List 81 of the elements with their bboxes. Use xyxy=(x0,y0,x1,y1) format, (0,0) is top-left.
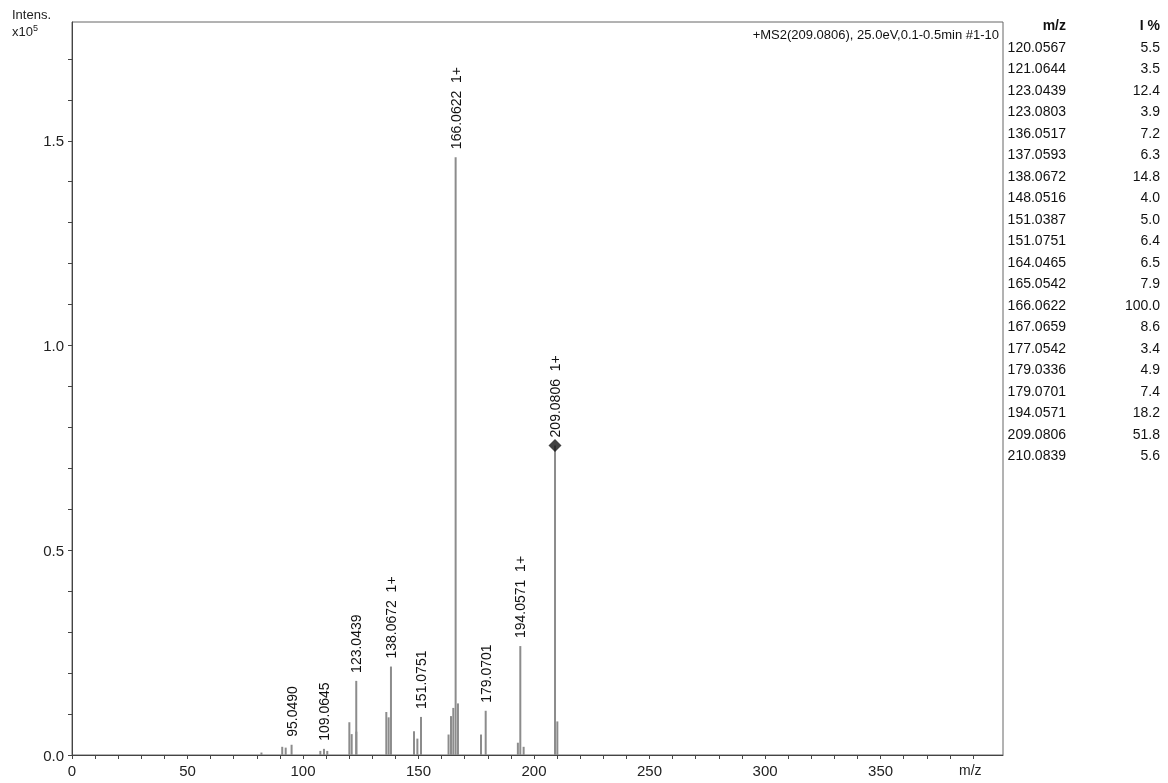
text: 123.0439 xyxy=(1007,81,1067,98)
x-tick-label: 100 xyxy=(290,762,316,779)
text: 179.0701 xyxy=(1007,382,1067,399)
annotation: 209.0806 1+ xyxy=(547,355,564,438)
text: 14.8 xyxy=(1132,167,1161,184)
annotation: 194.0571 1+ xyxy=(512,555,529,639)
text: 4.0 xyxy=(1140,189,1161,205)
bar xyxy=(522,746,525,755)
text: 6.3 xyxy=(1140,146,1161,162)
y-tick-label: 1.5 xyxy=(43,132,64,150)
text: 4.9 xyxy=(1140,361,1161,377)
bar xyxy=(281,746,284,755)
bar xyxy=(389,666,392,755)
x-tick-label: 300 xyxy=(752,762,778,779)
text: 194.0571 xyxy=(1007,404,1067,420)
text: 3.5 xyxy=(1140,60,1161,76)
text: 7.9 xyxy=(1140,275,1161,291)
bar xyxy=(454,157,457,755)
annotation: 123.0439 xyxy=(348,614,365,673)
text: 167.0659 xyxy=(1007,318,1067,334)
bar xyxy=(480,734,483,755)
text: I % xyxy=(1139,17,1161,33)
bar xyxy=(319,750,322,755)
text: 137.0593 xyxy=(1007,146,1067,162)
bar xyxy=(290,744,293,755)
annotation: 109.0645 xyxy=(315,682,332,741)
text: 5.5 xyxy=(1140,38,1161,55)
text: 210.0839 xyxy=(1007,447,1067,463)
annotation: 166.0622 1+ xyxy=(447,66,464,150)
text: 6.5 xyxy=(1140,253,1161,270)
annotation: 95.0490 xyxy=(283,685,300,737)
x-tick-label: 350 xyxy=(868,762,894,779)
text: 51.8 xyxy=(1132,425,1161,442)
x-axis-title: m/z xyxy=(959,762,982,778)
x-tick-label: 50 xyxy=(179,762,196,779)
y-tick-label: 0.0 xyxy=(43,746,64,764)
bar xyxy=(484,710,487,755)
text: 177.0542 xyxy=(1007,339,1067,356)
text: 7.2 xyxy=(1140,124,1161,141)
text: 148.0516 xyxy=(1007,189,1067,205)
bar xyxy=(348,722,351,755)
x-tick-label: 0 xyxy=(67,762,77,779)
text: 3.9 xyxy=(1140,103,1161,119)
annotation: 138.0672 1+ xyxy=(382,576,399,659)
text: 5.6 xyxy=(1140,447,1161,463)
x-tick-label: 150 xyxy=(406,762,432,779)
bar xyxy=(326,750,329,755)
text: 6.4 xyxy=(1140,232,1161,248)
text: 18.2 xyxy=(1132,404,1161,420)
text: 136.0517 xyxy=(1007,124,1067,141)
text: 7.4 xyxy=(1140,382,1161,399)
text: 179.0336 xyxy=(1007,361,1067,377)
bar xyxy=(385,712,388,755)
text: 151.0751 xyxy=(1007,232,1067,248)
text: 120.0567 xyxy=(1007,38,1067,55)
annotation: 179.0701 xyxy=(477,644,494,703)
bar xyxy=(284,747,287,755)
text: 164.0465 xyxy=(1007,253,1067,270)
text: 5.0 xyxy=(1140,210,1161,227)
text: 8.6 xyxy=(1140,318,1161,334)
text: 138.0672 xyxy=(1007,167,1067,184)
y-tick-label: 1.0 xyxy=(43,337,64,354)
bar xyxy=(519,646,522,755)
text: 12.4 xyxy=(1132,81,1161,98)
text: 121.0644 xyxy=(1007,60,1067,76)
text: 165.0542 xyxy=(1007,275,1067,291)
annotation: 151.0751 xyxy=(413,650,430,709)
x-tick-label: 200 xyxy=(521,762,547,779)
bar xyxy=(413,731,416,755)
y-tick-label: 0.5 xyxy=(43,541,64,559)
text: 3.4 xyxy=(1140,339,1161,356)
bar xyxy=(322,748,325,755)
text: 166.0622 xyxy=(1007,296,1067,313)
bar xyxy=(420,716,423,755)
text: m/z xyxy=(1042,17,1066,33)
text: 123.0803 xyxy=(1007,103,1067,119)
text: 151.0387 xyxy=(1007,210,1067,227)
text: 209.0806 xyxy=(1007,425,1067,442)
text: 100.0 xyxy=(1124,296,1161,313)
x-tick-label: 250 xyxy=(637,762,663,779)
chart-title: +MS2(209.0806), 25.0eV,0.1-0.5min #1-10 xyxy=(752,27,999,42)
